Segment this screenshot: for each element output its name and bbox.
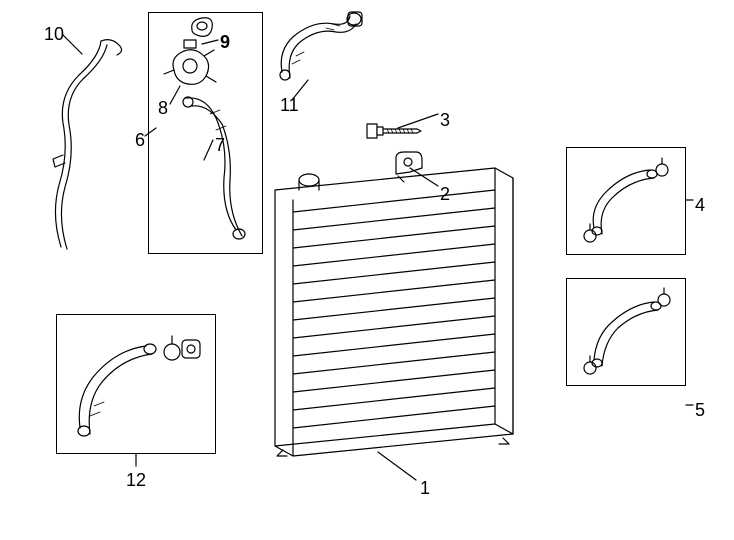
callout-3: 3 — [440, 110, 450, 131]
callout-2: 2 — [440, 184, 450, 205]
callout-4: 4 — [695, 195, 705, 216]
callout-1: 1 — [420, 478, 430, 499]
callout-7: 7 — [215, 135, 225, 156]
leader-lines — [0, 0, 734, 540]
callout-11: 11 — [280, 95, 299, 116]
callout-5: 5 — [695, 400, 705, 421]
callout-10: 10 — [44, 24, 64, 45]
callout-6: 6 — [135, 130, 145, 151]
diagram-canvas: 1 2 3 4 5 6 7 8 9 10 11 12 — [0, 0, 734, 540]
callout-9: 9 — [220, 32, 230, 53]
callout-8: 8 — [158, 98, 168, 119]
callout-12: 12 — [126, 470, 146, 491]
